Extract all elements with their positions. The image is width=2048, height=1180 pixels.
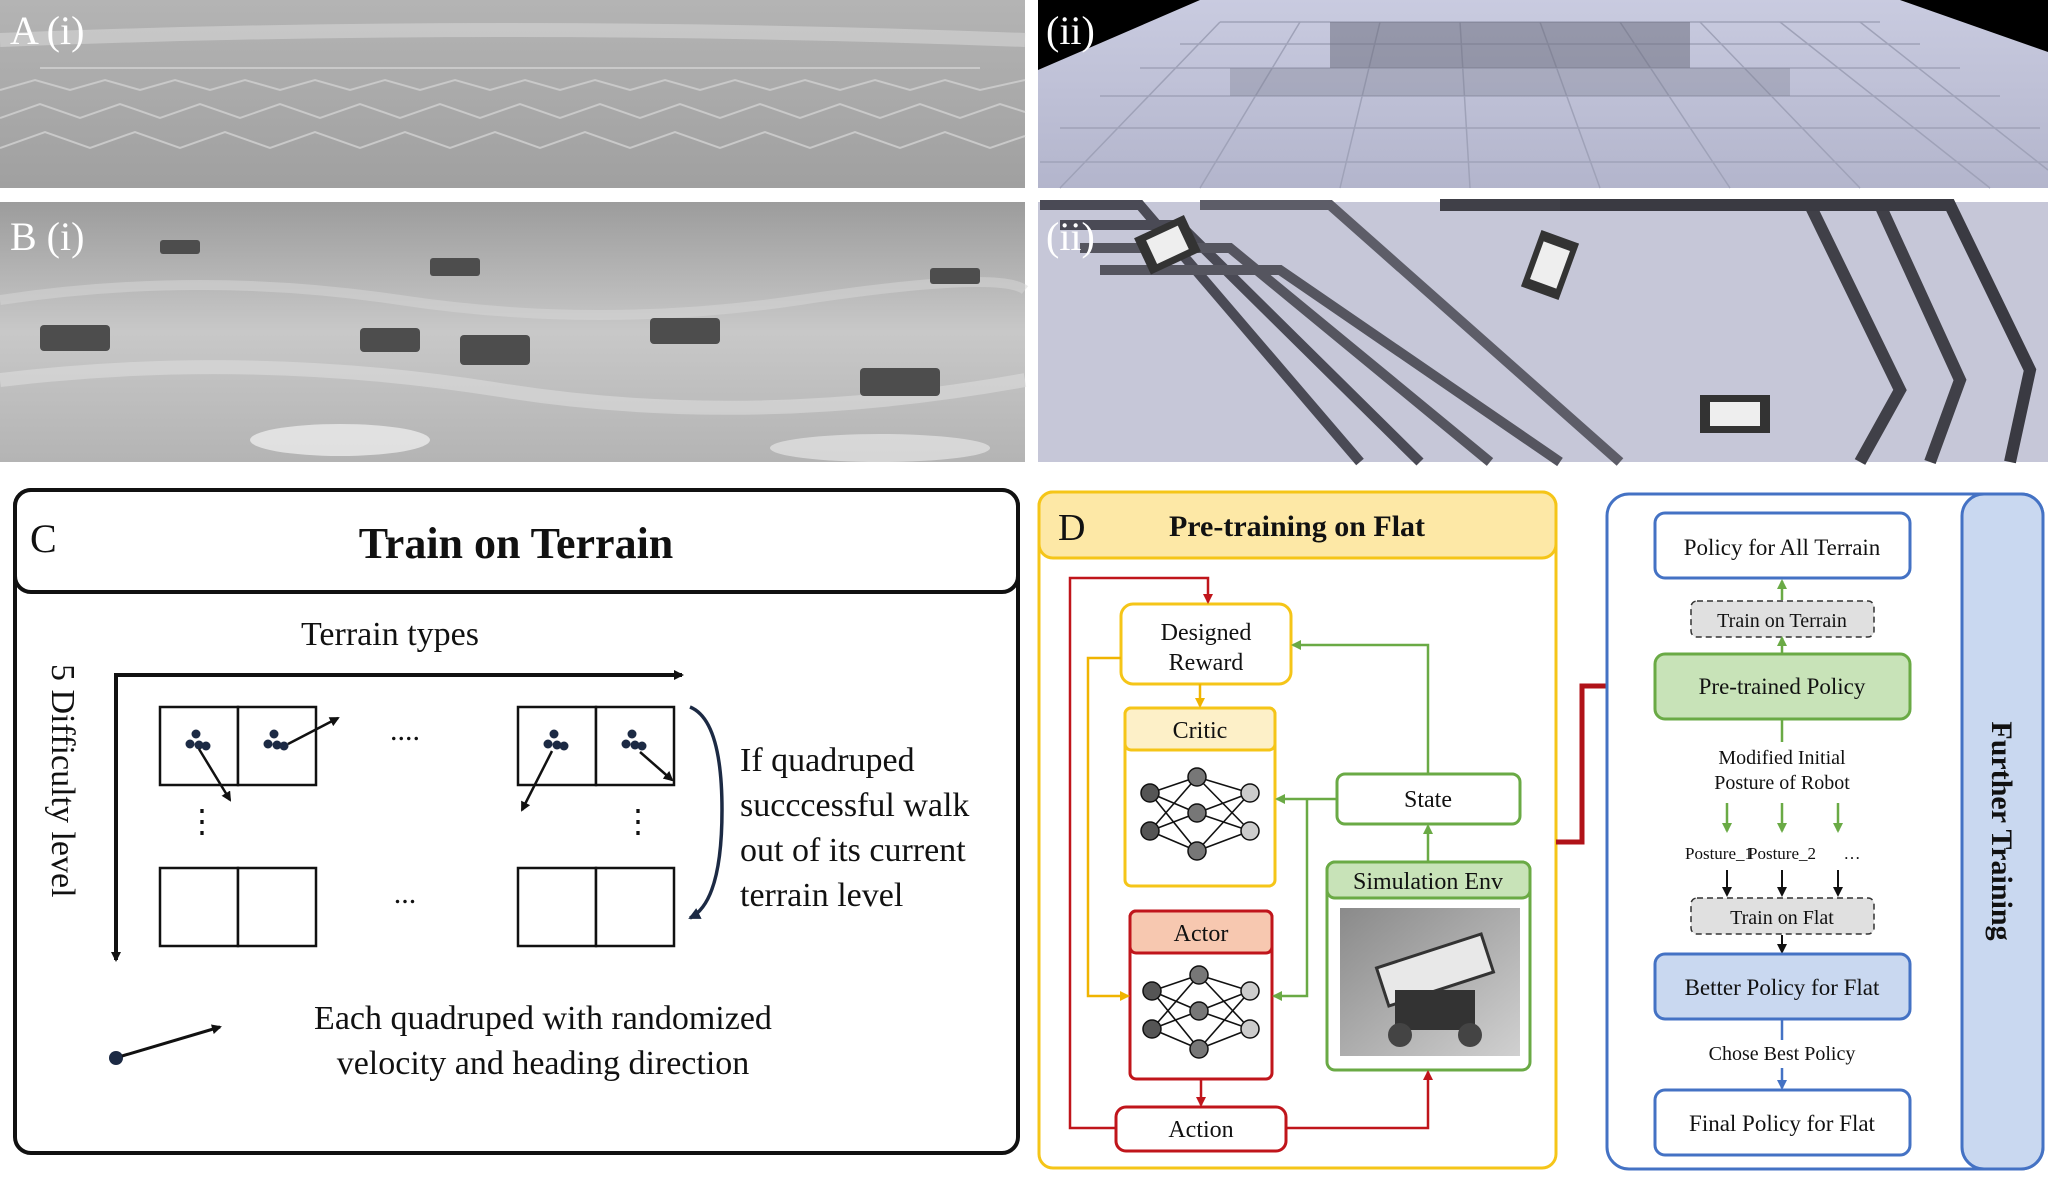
panel-c: C Train on Terrain Terrain types 5 Diffi… [13, 488, 1020, 1155]
panel-a-i: A (i) [0, 0, 1026, 188]
panel-d: D Pre-training on Flat Designed Reward C… [1037, 490, 1656, 1170]
chose-best-label: Chose Best Policy [1709, 1043, 1856, 1065]
robot-dots [185, 729, 647, 751]
terrain-cell [236, 866, 318, 948]
state-label: State [1404, 787, 1452, 813]
v-ellipsis-left: ⋮ [186, 803, 218, 839]
critic-network-icon [1140, 767, 1260, 861]
modified-posture-line-2: Posture of Robot [1714, 772, 1850, 794]
train-on-terrain-label: Train on Terrain [1717, 610, 1847, 632]
panel-d-header-text: Pre-training on Flat [1169, 510, 1425, 543]
flow-arrows-d [1068, 576, 1433, 1130]
further-training-panel: Further Training Policy for All Terrain … [1605, 492, 2045, 1171]
robots-wave-terrain-image [0, 202, 1025, 462]
panel-b-ii-label: (ii) [1046, 214, 1095, 259]
designed-reward-line-2: Reward [1169, 650, 1244, 676]
svg-text:succcessful walk: succcessful walk [740, 787, 969, 824]
actor-network-icon [1142, 965, 1260, 1059]
train-on-terrain-box [1690, 600, 1875, 638]
terrain-cell [516, 866, 598, 948]
legend-line-2: velocity and heading direction [337, 1045, 750, 1082]
svg-text:out of its current: out of its current [740, 832, 966, 869]
panel-d-letter: D [1058, 507, 1085, 549]
further-training-sidebar [1960, 492, 2045, 1171]
policy-all-terrain-label: Policy for All Terrain [1684, 535, 1881, 560]
quadruped-robots [40, 240, 980, 396]
further-training-label: Further Training [1985, 721, 2018, 940]
panel-c-title-box [13, 488, 1020, 594]
panel-b-i-label: B (i) [10, 214, 84, 259]
svg-text:If quadruped: If quadruped [740, 742, 915, 779]
panel-a-ii: (ii) [1038, 0, 2048, 189]
panel-a-ii-label: (ii) [1046, 8, 1095, 53]
panel-c-letter: C [30, 516, 57, 561]
terrain-cell [158, 866, 240, 948]
legend-line-1: Each quadruped with randomized [314, 1000, 772, 1037]
h-ellipsis-bottom: ... [394, 877, 417, 910]
panel-b-ii: (ii) [1038, 199, 2048, 467]
panel-b-i: B (i) [0, 202, 1029, 462]
pretrained-policy-label: Pre-trained Policy [1699, 674, 1866, 699]
modified-posture-line-1: Modified Initial [1718, 747, 1846, 769]
better-policy-label: Better Policy for Flat [1685, 975, 1880, 1000]
final-policy-box [1653, 1088, 1912, 1157]
terrain-grid [158, 705, 676, 948]
robot-render-icon [1374, 932, 1496, 1047]
y-axis-label: 5 Difficulty level [44, 664, 81, 898]
panel-a-i-label: A (i) [10, 8, 84, 53]
promotion-arrow [688, 705, 724, 920]
posture-more-label: … [1844, 844, 1861, 863]
x-axis-label: Terrain types [301, 616, 479, 653]
posture-2-label: Posture_2 [1748, 844, 1816, 863]
panel-c-title: Train on Terrain [359, 519, 674, 568]
velocity-arrows [197, 716, 674, 812]
actor-label: Actor [1174, 921, 1229, 947]
stair-chevrons [1040, 199, 2037, 467]
train-on-flat-label: Train on Flat [1730, 907, 1834, 929]
policy-all-terrain-box [1653, 511, 1912, 580]
critic-label: Critic [1173, 718, 1228, 744]
simulation-env-label: Simulation Env [1353, 869, 1503, 895]
v-ellipsis-right: ⋮ [622, 803, 654, 839]
critic-header [1123, 706, 1277, 752]
actor-header [1128, 909, 1274, 955]
posture-arrows [1722, 803, 1843, 833]
legend: Each quadruped with randomized velocity … [109, 1000, 772, 1082]
train-on-flat-box [1690, 897, 1875, 935]
posture-1-label: Posture_1 [1685, 844, 1753, 863]
posture-merge-arrows [1722, 870, 1843, 897]
designed-reward-line-1: Designed [1161, 620, 1252, 646]
quadruped-robots-top [1134, 215, 1770, 433]
final-policy-label: Final Policy for Flat [1689, 1111, 1876, 1136]
panel-d-header [1037, 490, 1558, 560]
terrain-pyramid-rows [0, 67, 1026, 150]
terrain-cell [594, 866, 676, 948]
action-label: Action [1168, 1117, 1233, 1143]
svg-text:terrain level: terrain level [740, 877, 903, 914]
promotion-note: If quadruped succcessful walk out of its… [740, 742, 969, 914]
h-ellipsis-top: .... [390, 714, 420, 747]
